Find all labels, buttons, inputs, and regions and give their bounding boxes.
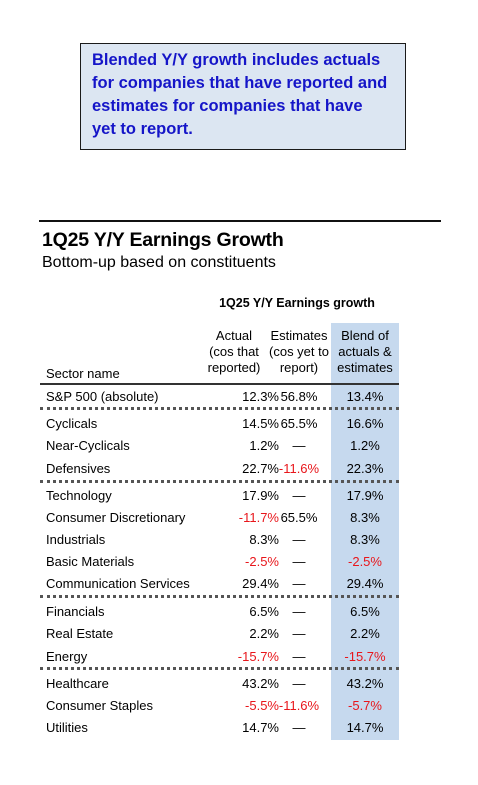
- actual-value: -15.7%: [237, 649, 279, 664]
- blend-value: 29.4%: [346, 576, 384, 591]
- actual-value: 29.4%: [242, 576, 279, 591]
- sector-name: Technology: [46, 488, 112, 503]
- table-row: Near-Cyclicals 1.2% — 1.2%: [0, 438, 478, 458]
- blend-value: 13.4%: [346, 389, 384, 404]
- sector-name: Consumer Discretionary: [46, 510, 186, 525]
- group-divider: [40, 480, 399, 483]
- blend-value: 17.9%: [346, 488, 384, 503]
- table-row: Industrials 8.3% — 8.3%: [0, 532, 478, 552]
- table-row: Cyclicals 14.5% 65.5% 16.6%: [0, 416, 478, 436]
- sector-name: Financials: [46, 604, 105, 619]
- column-header-estimates: Estimates (cos yet to report): [269, 328, 329, 375]
- actual-value: 1.2%: [249, 438, 279, 453]
- estimates-value: —: [292, 438, 306, 453]
- actual-value: 6.5%: [249, 604, 279, 619]
- blend-value: -2.5%: [348, 554, 382, 569]
- sector-name: Utilities: [46, 720, 88, 735]
- blend-value: 2.2%: [350, 626, 380, 641]
- sector-name: Consumer Staples: [46, 698, 153, 713]
- blend-value: -15.7%: [344, 649, 386, 664]
- table-row: Healthcare 43.2% — 43.2%: [0, 676, 478, 696]
- actual-value: -5.5%: [245, 698, 279, 713]
- group-divider: [40, 667, 399, 670]
- callout-line: for companies that have reported and: [92, 74, 388, 92]
- estimates-value: —: [292, 676, 306, 691]
- group-divider: [40, 595, 399, 598]
- sector-name: S&P 500 (absolute): [46, 389, 159, 404]
- table-row: Energy -15.7% — -15.7%: [0, 649, 478, 669]
- estimates-value: -11.6%: [278, 461, 320, 476]
- actual-value: 14.5%: [242, 416, 279, 431]
- table-row: Communication Services 29.4% — 29.4%: [0, 576, 478, 596]
- estimates-value: —: [292, 554, 306, 569]
- blend-value: 16.6%: [346, 416, 384, 431]
- actual-value: 12.3%: [242, 389, 279, 404]
- estimates-value: —: [292, 532, 306, 547]
- table-row: Real Estate 2.2% — 2.2%: [0, 626, 478, 646]
- blend-value: 43.2%: [346, 676, 384, 691]
- actual-value: 14.7%: [242, 720, 279, 735]
- table-row: Basic Materials -2.5% — -2.5%: [0, 554, 478, 574]
- actual-value: 17.9%: [242, 488, 279, 503]
- blend-column-shading: [331, 323, 399, 740]
- estimates-value: —: [292, 649, 306, 664]
- table-row: Defensives 22.7% -11.6% 22.3%: [0, 461, 478, 481]
- actual-value: 2.2%: [249, 626, 279, 641]
- sector-name: Healthcare: [46, 676, 109, 691]
- blend-value: 8.3%: [350, 510, 380, 525]
- sector-name: Defensives: [46, 461, 111, 476]
- sector-name: Industrials: [46, 532, 106, 547]
- actual-value: -2.5%: [245, 554, 279, 569]
- page-title: 1Q25 Y/Y Earnings Growth: [42, 229, 284, 251]
- actual-value: -11.7%: [238, 510, 279, 525]
- sector-name: Communication Services: [46, 576, 190, 591]
- group-divider: [40, 407, 399, 410]
- estimates-value: —: [292, 720, 306, 735]
- blend-value: 1.2%: [350, 438, 380, 453]
- callout-line: Blended Y/Y growth includes actuals: [92, 51, 381, 69]
- estimates-value: —: [292, 604, 306, 619]
- callout-line: estimates for companies that have: [92, 97, 363, 115]
- table-row: Consumer Discretionary -11.7% 65.5% 8.3%: [0, 510, 478, 530]
- estimates-value: —: [292, 626, 306, 641]
- column-header-blend: Blend of actuals & estimates: [337, 328, 393, 375]
- table-row: Financials 6.5% — 6.5%: [0, 604, 478, 624]
- estimates-value: 65.5%: [280, 416, 318, 431]
- sector-name: Basic Materials: [46, 554, 135, 569]
- blend-value: 8.3%: [350, 532, 380, 547]
- blend-value: -5.7%: [348, 698, 382, 713]
- sector-name: Cyclicals: [46, 416, 98, 431]
- estimates-value: —: [292, 576, 306, 591]
- header-rule: [40, 383, 399, 385]
- table-row: Utilities 14.7% — 14.7%: [0, 720, 478, 740]
- top-divider: [39, 220, 441, 222]
- table-row: Consumer Staples -5.5% -11.6% -5.7%: [0, 698, 478, 718]
- estimates-value: -11.6%: [278, 698, 320, 713]
- estimates-value: 56.8%: [280, 389, 318, 404]
- blend-value: 14.7%: [346, 720, 384, 735]
- blend-value: 6.5%: [350, 604, 380, 619]
- actual-value: 22.7%: [242, 461, 279, 476]
- column-header-actual: Actual (cos that reported): [207, 328, 261, 375]
- actual-value: 8.3%: [249, 532, 279, 547]
- estimates-value: —: [292, 488, 306, 503]
- blend-value: 22.3%: [346, 461, 384, 476]
- sector-name: Near-Cyclicals: [46, 438, 130, 453]
- sector-name: Real Estate: [46, 626, 114, 641]
- sector-name: Energy: [46, 649, 88, 664]
- table-row: Technology 17.9% — 17.9%: [0, 488, 478, 508]
- table-group-header: 1Q25 Y/Y Earnings growth: [219, 296, 375, 310]
- callout-line: yet to report.: [92, 120, 193, 138]
- callout-box: Blended Y/Y growth includes actuals for …: [80, 43, 406, 150]
- estimates-value: 65.5%: [280, 510, 318, 525]
- table-row: S&P 500 (absolute) 12.3% 56.8% 13.4%: [0, 389, 478, 409]
- actual-value: 43.2%: [242, 676, 279, 691]
- page-subtitle: Bottom-up based on constituents: [42, 254, 276, 271]
- column-header-sector: Sector name: [46, 366, 120, 381]
